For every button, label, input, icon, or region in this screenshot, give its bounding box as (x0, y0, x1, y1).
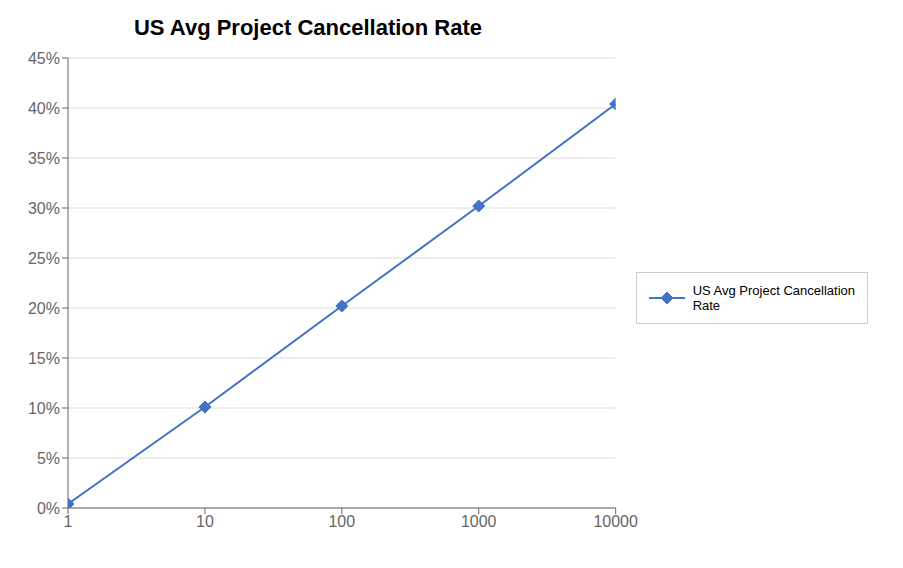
svg-text:100: 100 (328, 513, 355, 530)
svg-text:10: 10 (196, 513, 214, 530)
svg-text:10000: 10000 (593, 513, 638, 530)
svg-text:5%: 5% (37, 450, 60, 467)
html-text:Rate: Rate (692, 298, 721, 313)
svg-text:45%: 45% (28, 50, 60, 67)
svg-text:1000: 1000 (461, 513, 497, 530)
svg-text:40%: 40% (28, 100, 60, 117)
svg-text:0%: 0% (37, 500, 60, 517)
html-text:US Avg Project Cancellation: US Avg Project Cancellation (692, 283, 855, 298)
svg-text:15%: 15% (28, 350, 60, 367)
svg-text:1: 1 (64, 513, 73, 530)
svg-text:35%: 35% (28, 150, 60, 167)
html-text:US Avg Project Cancellation Ra: US Avg Project Cancellation Rate (134, 15, 482, 40)
svg-text:25%: 25% (28, 250, 60, 267)
svg-text:10%: 10% (28, 400, 60, 417)
svg-text:30%: 30% (28, 200, 60, 217)
svg-text:20%: 20% (28, 300, 60, 317)
